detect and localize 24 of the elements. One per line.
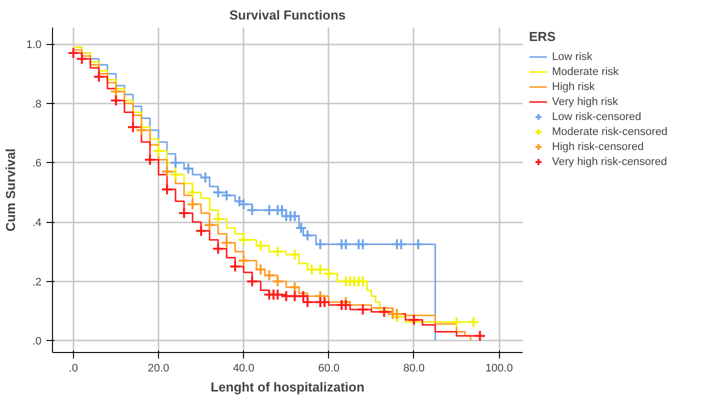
y-tick-label: 1.0	[26, 39, 42, 52]
y-tick-label: .0	[32, 336, 42, 348]
legend-label: Very high risk-censored	[552, 154, 667, 169]
legend-title: ERS	[529, 29, 557, 44]
chart-title: Survival Functions	[229, 8, 346, 22]
legend-label: Moderate risk-censored	[552, 124, 668, 139]
y-tick-label: .8	[32, 98, 42, 110]
legend-label: Low risk-censored	[552, 110, 642, 124]
legend-label: Moderate risk	[552, 64, 619, 79]
x-axis-title: Lenght of hospitalization	[210, 380, 364, 394]
legend-label: High risk-censored	[552, 140, 644, 154]
x-tick-label: 20.0	[148, 362, 170, 374]
y-axis-title: Cum Survival	[3, 148, 18, 232]
legend-label: Very high risk	[552, 94, 618, 109]
y-tick-label: .4	[32, 217, 42, 230]
x-tick-label: 40.0	[232, 362, 254, 374]
y-tick-label: .6	[32, 158, 42, 170]
x-tick-label: .0	[68, 362, 78, 374]
x-tick-label: 100.0	[485, 362, 513, 374]
legend-label: High risk	[552, 80, 595, 94]
x-tick-label: 60.0	[318, 362, 340, 374]
x-tick-label: 80.0	[403, 362, 425, 374]
y-tick-label: .2	[32, 276, 42, 288]
legend-label: Low risk	[552, 50, 592, 64]
